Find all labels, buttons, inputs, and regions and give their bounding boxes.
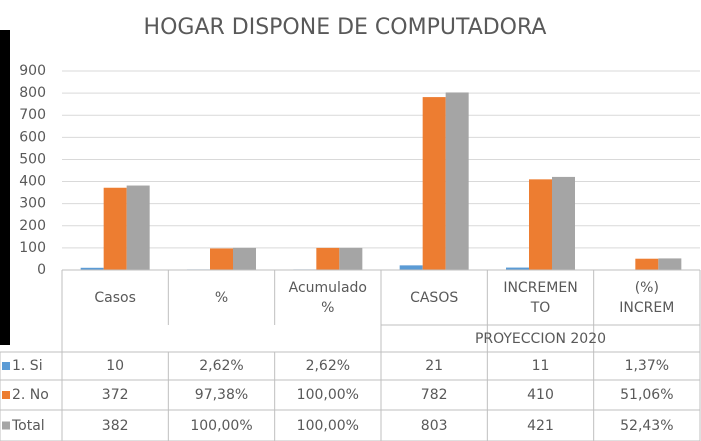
table-value: 11	[531, 358, 550, 374]
table-value: 100,00%	[190, 417, 253, 434]
bar	[422, 97, 446, 270]
legend-key	[2, 362, 10, 370]
table-value: 51,06%	[620, 387, 674, 403]
y-tick-label: 0	[37, 262, 46, 278]
y-tick-label: 400	[19, 174, 46, 190]
table-value: 2,62%	[305, 358, 351, 374]
y-tick-label: 600	[19, 129, 46, 145]
bar	[658, 258, 682, 270]
row-label: 1. Si	[12, 358, 43, 374]
table-value: 21	[425, 358, 444, 374]
bar	[529, 179, 552, 270]
category-label: CASOS	[410, 289, 459, 306]
table-value: 382	[101, 417, 129, 434]
chart-title: HOGAR DISPONE DE COMPUTADORA	[144, 15, 547, 40]
table-value: 372	[101, 387, 129, 403]
row-label: Total	[12, 417, 45, 434]
group-label: PROYECCION 2020	[474, 330, 607, 347]
legend-key	[2, 391, 10, 399]
bar	[506, 267, 529, 270]
table-value: 97,38%	[194, 387, 249, 403]
category-label: Casos	[94, 289, 136, 306]
table-value: 10	[106, 358, 125, 374]
table-value: 52,43%	[620, 417, 674, 434]
table-value: 2,62%	[199, 358, 244, 374]
bar	[339, 247, 363, 270]
y-tick-label: 500	[19, 151, 46, 167]
category-label: (%) INCREM	[619, 279, 675, 316]
table-value: 782	[420, 387, 448, 403]
category-label: INCREMEN TO	[503, 279, 578, 316]
y-tick-label: 800	[19, 85, 46, 101]
table-value: 1,37%	[624, 358, 670, 374]
bar	[399, 265, 423, 270]
bar	[126, 185, 150, 270]
left-edge	[0, 30, 10, 345]
table-value: 100,00%	[296, 417, 359, 434]
row-label: 2. No	[12, 387, 49, 403]
bar	[103, 187, 127, 270]
y-tick-label: 900	[19, 63, 46, 79]
bar	[316, 247, 340, 270]
bar	[80, 267, 104, 270]
table-value: 410	[527, 387, 554, 403]
legend-key	[2, 421, 10, 430]
y-tick-label: 300	[19, 196, 46, 212]
category-label: %	[214, 289, 229, 306]
bar	[210, 248, 233, 270]
bar	[233, 247, 256, 270]
y-tick-label: 100	[19, 240, 46, 256]
bar	[552, 176, 575, 270]
category-label: Acumulado %	[288, 279, 367, 316]
table-value: 421	[527, 417, 554, 434]
y-tick-label: 700	[19, 107, 46, 123]
y-tick-label: 200	[19, 218, 46, 234]
table-value: 803	[420, 417, 448, 434]
table-value: 100,00%	[296, 387, 359, 403]
bar	[445, 92, 469, 270]
bar	[635, 258, 659, 270]
